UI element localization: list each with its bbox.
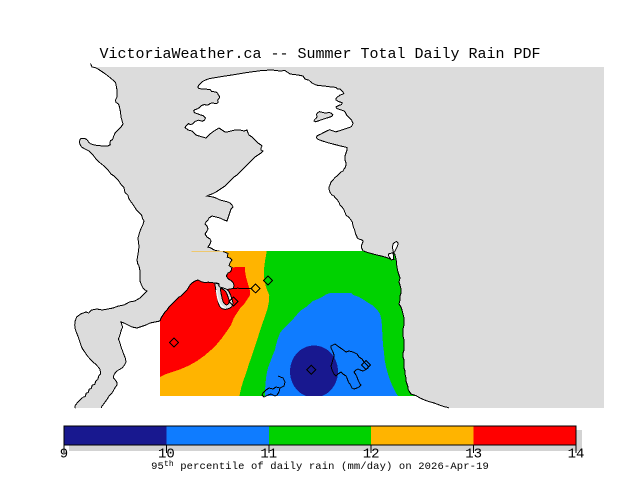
svg-text:11: 11	[260, 447, 277, 463]
svg-text:95th percentile of daily rain: 95th percentile of daily rain (mm/day) o…	[151, 460, 489, 473]
svg-text:9: 9	[60, 447, 68, 463]
svg-text:10: 10	[158, 447, 175, 463]
svg-text:VictoriaWeather.ca -- Summer T: VictoriaWeather.ca -- Summer Total Daily…	[99, 46, 540, 63]
svg-text:12: 12	[363, 447, 380, 463]
svg-text:14: 14	[568, 447, 585, 463]
svg-text:13: 13	[465, 447, 482, 463]
